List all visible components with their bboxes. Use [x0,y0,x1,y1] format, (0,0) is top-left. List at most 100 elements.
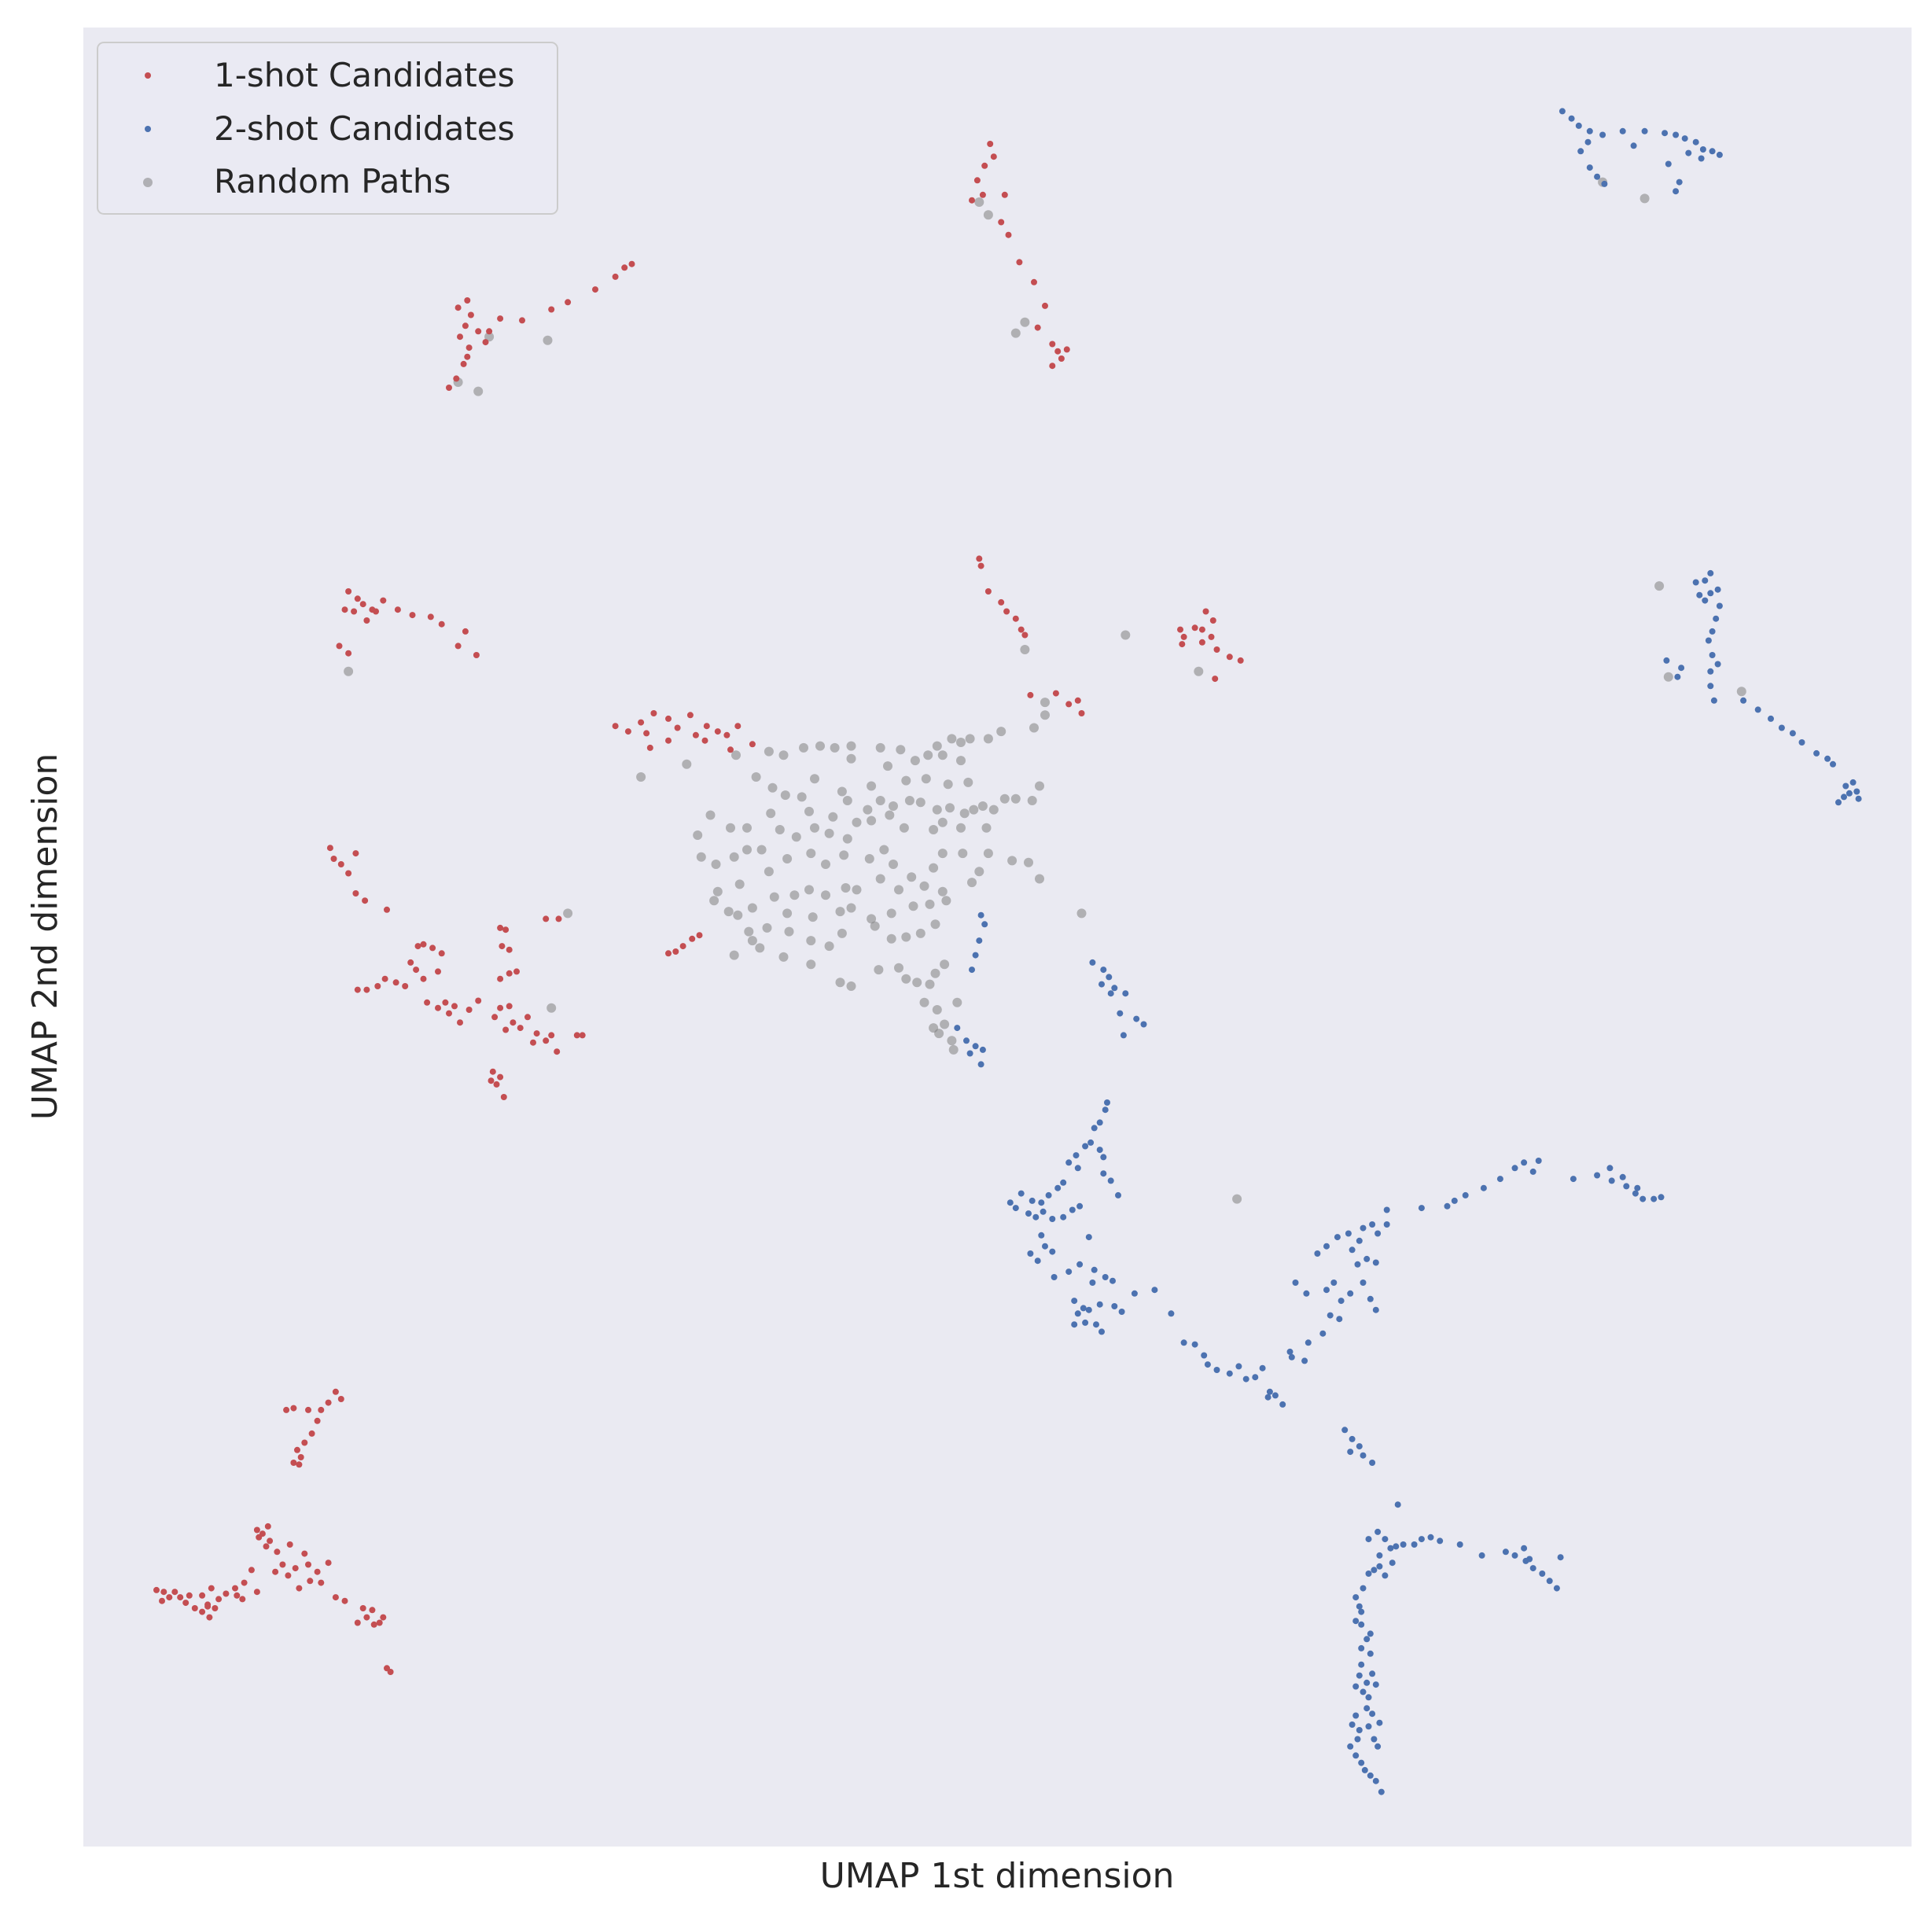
point-random-12 [1029,723,1039,733]
point-random-57 [751,772,761,782]
point-random-0 [974,197,984,207]
point-2shot-0 [1558,108,1566,115]
point-2shot-227 [1553,1585,1560,1592]
point-2shot-104 [1025,1210,1032,1217]
point-2shot-217 [1427,1534,1434,1541]
point-2shot-40 [1674,673,1681,680]
point-2shot-218 [1437,1537,1444,1545]
point-2shot-240 [1358,1621,1365,1628]
point-random-29 [799,742,808,753]
point-random-63 [889,801,898,811]
point-2shot-187 [1496,1176,1503,1183]
point-2shot-171 [1369,1221,1376,1228]
point-1shot-37 [482,339,489,346]
point-random-106 [907,872,917,882]
point-2shot-72 [1117,1010,1124,1017]
point-random-151 [762,922,772,933]
point-2shot-153 [1305,1339,1312,1346]
point-2shot-165 [1288,1353,1295,1361]
point-2shot-271 [1382,1572,1389,1579]
point-1shot-227 [376,1619,383,1626]
point-2shot-92 [1074,1165,1081,1172]
point-2shot-2 [1575,122,1582,129]
points-layer [153,108,1862,1795]
point-1shot-206 [199,1592,206,1599]
point-random-10 [344,666,354,676]
point-2shot-203 [1341,1427,1349,1434]
point-1shot-149 [506,946,513,953]
point-1shot-3 [973,177,981,184]
point-1shot-112 [407,959,414,966]
point-2shot-105 [1032,1213,1040,1221]
point-random-23 [546,1003,557,1013]
point-random-60 [842,796,852,805]
point-1shot-83 [612,723,619,730]
point-2shot-209 [1394,1501,1401,1508]
point-2shot-175 [1363,1255,1371,1262]
point-2shot-103 [1012,1205,1019,1212]
point-1shot-80 [1212,676,1219,683]
point-random-45 [956,756,966,766]
point-2shot-150 [1279,1401,1286,1408]
point-1shot-1 [990,153,997,160]
point-1shot-64 [1021,631,1029,639]
point-2shot-76 [954,1025,961,1032]
point-random-53 [810,774,819,784]
point-2shot-119 [1089,1280,1096,1286]
point-random-159 [846,981,856,991]
point-random-20 [1639,193,1650,204]
point-random-52 [837,786,847,797]
point-2shot-80 [966,1050,973,1057]
point-1shot-170 [332,1388,339,1395]
point-1shot-181 [256,1534,263,1541]
point-2shot-138 [1180,1339,1187,1346]
point-2shot-192 [1570,1176,1577,1183]
point-2shot-197 [1639,1195,1647,1202]
point-2shot-268 [1358,1644,1365,1651]
point-random-51 [846,753,856,764]
point-1shot-220 [159,1597,165,1604]
point-2shot-18 [1630,142,1637,149]
point-random-120 [852,885,862,895]
point-random-164 [925,979,935,989]
point-1shot-58 [977,562,984,569]
point-1shot-192 [314,1568,321,1575]
point-random-166 [940,959,950,970]
point-2shot-194 [1608,1177,1615,1184]
point-2shot-143 [1226,1370,1233,1377]
point-1shot-50 [462,628,469,635]
point-1shot-7 [998,219,1005,226]
point-1shot-93 [734,723,742,730]
point-2shot-5 [1619,127,1626,134]
point-1shot-147 [500,1094,507,1100]
point-1shot-124 [435,1004,441,1011]
point-2shot-148 [1266,1388,1273,1395]
point-2shot-253 [1352,1752,1360,1759]
point-2shot-110 [1076,1202,1084,1210]
point-random-38 [947,734,957,744]
point-random-138 [886,908,896,919]
point-2shot-121 [1085,1306,1092,1313]
point-2shot-23 [1676,179,1683,186]
point-1shot-36 [464,353,471,360]
point-1shot-77 [1213,646,1220,653]
point-2shot-157 [1347,1290,1354,1297]
point-1shot-63 [1018,626,1025,633]
point-1shot-167 [318,1406,325,1413]
point-random-54 [797,792,807,802]
point-2shot-1 [1568,115,1575,122]
point-2shot-241 [1363,1636,1371,1643]
point-2shot-93 [1100,1170,1107,1177]
point-2shot-27 [1696,591,1703,598]
point-random-105 [889,860,898,869]
point-2shot-249 [1349,1721,1356,1728]
point-1shot-106 [362,897,369,904]
point-2shot-135 [1071,1321,1078,1328]
point-random-125 [769,892,779,902]
point-1shot-2 [981,162,988,169]
y-axis-label: UMAP 2nd dimension [25,753,65,1121]
point-2shot-259 [1358,1759,1365,1766]
point-2shot-77 [963,1037,970,1044]
point-2shot-179 [1303,1290,1310,1297]
point-2shot-94 [1107,1177,1114,1184]
